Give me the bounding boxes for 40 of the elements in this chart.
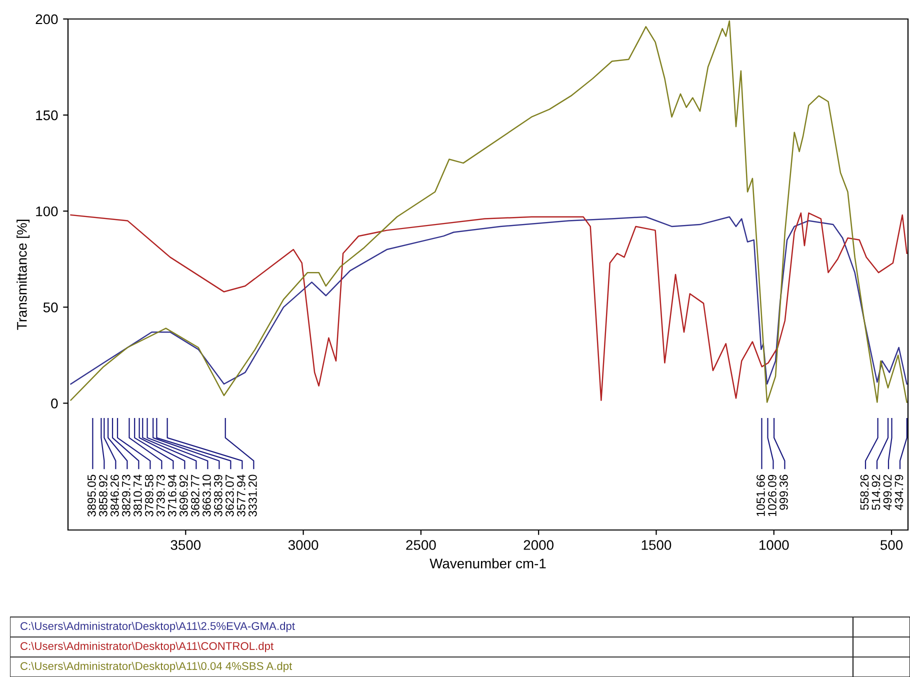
y-tick-label: 200 <box>36 14 58 24</box>
line-series <box>70 20 908 403</box>
y-axis-title: Transmittance [%] <box>16 220 30 330</box>
x-tick-label: 500 <box>880 540 903 550</box>
x-tick-label: 1000 <box>759 540 789 550</box>
annotation: 3663.10 <box>202 474 211 517</box>
annotation: 3858.92 <box>99 474 108 517</box>
annotation: 3682.77 <box>191 474 200 517</box>
y-tick-label: 100 <box>36 206 58 216</box>
annotation: 3716.94 <box>168 474 176 517</box>
annotation: 3638.39 <box>214 474 222 517</box>
y-tick-label: 50 <box>43 302 58 312</box>
x-tick-label: 1500 <box>642 540 672 550</box>
text: C:\Users\Administrator\Desktop\A11\2.5%EVA-GMA.dpt <box>20 622 295 632</box>
annotation: 3810.74 <box>134 474 142 517</box>
annotation: 3895.05 <box>88 474 96 517</box>
annotation: 1026.09 <box>768 474 776 516</box>
y-tick-label: 0 <box>51 398 58 408</box>
annotation: 3789.58 <box>145 474 154 517</box>
x-tick-label: 2500 <box>406 540 436 550</box>
x-axis-title: Wavenumber cm-1 <box>430 558 546 568</box>
annotation: 514.92 <box>872 474 880 510</box>
annotation: 3577.94 <box>237 474 246 517</box>
annotation: 499.02 <box>883 474 892 510</box>
annotation: 3331.20 <box>248 474 257 517</box>
x-tick-label: 3000 <box>288 540 318 550</box>
annotation: 3623.07 <box>226 474 234 517</box>
text: C:\Users\Administrator\Desktop\A11\0.04 4%SBS A.dpt <box>20 662 292 672</box>
annotation: 3739.73 <box>156 474 165 517</box>
y-tick-label: 150 <box>36 110 58 120</box>
x-tick-label: 3500 <box>170 540 201 550</box>
text: C:\Users\Administrator\Desktop\A11\CONTROL.dpt <box>20 642 274 652</box>
annotation: 3829.73 <box>122 474 130 517</box>
annotation: 999.36 <box>780 474 788 510</box>
annotation: 1051.66 <box>756 474 765 516</box>
annotation: 434.79 <box>894 474 904 510</box>
x-tick-label: 2000 <box>524 540 554 550</box>
annotation: 558.26 <box>860 474 869 510</box>
annotation: 3696.92 <box>180 474 188 517</box>
annotation: 3846.26 <box>110 474 119 517</box>
